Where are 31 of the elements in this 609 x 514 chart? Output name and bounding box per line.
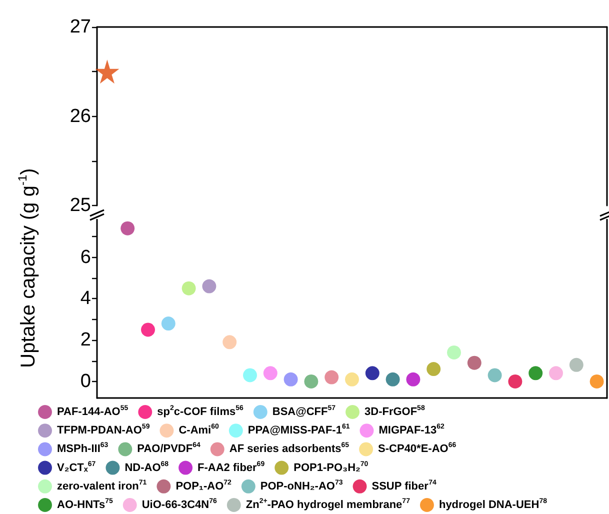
point	[528, 366, 543, 380]
point	[590, 374, 604, 388]
point	[426, 362, 441, 376]
point	[386, 372, 400, 386]
point	[141, 322, 155, 337]
y-tick-label: 6	[80, 246, 91, 268]
y-tick-label: 0	[80, 370, 91, 392]
point	[263, 366, 278, 380]
point	[304, 374, 318, 388]
point	[182, 281, 196, 296]
point	[467, 356, 482, 370]
y-tick-label: 4	[80, 288, 92, 310]
point	[324, 370, 339, 384]
point	[120, 221, 135, 236]
point	[345, 372, 359, 386]
point	[569, 358, 584, 372]
point	[488, 368, 502, 382]
y-tick-label: 27	[70, 16, 91, 38]
point	[243, 368, 257, 382]
point	[365, 366, 380, 380]
point	[202, 279, 216, 294]
point	[284, 372, 298, 386]
point	[161, 316, 176, 331]
y-tick-label: 2	[80, 330, 91, 351]
point	[222, 335, 237, 350]
y-tick-label: 26	[70, 106, 91, 127]
point	[447, 345, 461, 360]
point	[549, 366, 563, 380]
point	[508, 374, 522, 388]
point	[406, 372, 420, 386]
y-tick-label: 25	[70, 195, 91, 216]
